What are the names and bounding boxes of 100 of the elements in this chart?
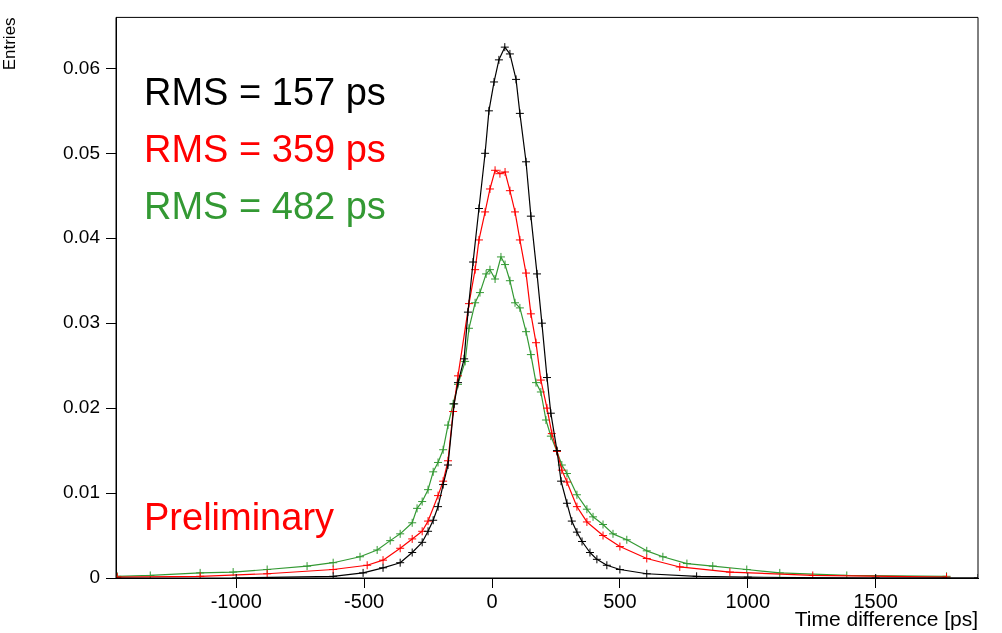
point [378, 555, 388, 565]
point [385, 536, 395, 546]
point [417, 497, 427, 507]
point [362, 560, 372, 570]
point [481, 269, 491, 279]
point [505, 276, 515, 286]
point [542, 373, 552, 383]
point [407, 534, 417, 544]
y-axis-title: Entries [0, 17, 19, 71]
point [708, 561, 718, 571]
point [532, 269, 542, 279]
point [145, 570, 155, 578]
point [511, 74, 521, 84]
point [407, 518, 417, 528]
point [470, 298, 480, 308]
point [531, 378, 541, 388]
point [412, 503, 422, 513]
y-tick-label: 0.05 [63, 141, 100, 163]
point [582, 504, 592, 514]
y-tick-label: 0.02 [63, 396, 100, 418]
point [395, 529, 405, 539]
point [417, 537, 427, 547]
point [428, 467, 438, 477]
point [433, 502, 443, 512]
point [485, 184, 495, 194]
text: RMS = 359 ps [144, 128, 386, 171]
point [572, 527, 582, 537]
point [443, 420, 453, 430]
point [536, 387, 546, 397]
point [526, 211, 536, 221]
point [562, 469, 572, 479]
point [510, 207, 520, 217]
point [541, 415, 551, 425]
point [480, 148, 490, 158]
point [526, 350, 536, 360]
point [602, 560, 612, 570]
point [428, 515, 438, 525]
point [228, 567, 238, 577]
point [577, 536, 587, 546]
point [328, 571, 338, 578]
point [615, 565, 625, 575]
point [433, 491, 443, 501]
y-tick-label: 0 [89, 566, 100, 588]
point [622, 535, 632, 545]
point [658, 552, 668, 562]
point [592, 554, 602, 564]
point [372, 545, 382, 555]
point [598, 531, 608, 541]
point [443, 460, 453, 470]
point [474, 204, 484, 214]
point [500, 260, 510, 270]
point [505, 49, 515, 59]
point [474, 235, 484, 245]
point [615, 542, 625, 552]
point [567, 516, 577, 526]
point [521, 327, 531, 337]
y-tick-label: 0.03 [63, 311, 100, 333]
point [537, 318, 547, 328]
point [692, 571, 702, 578]
point [515, 235, 525, 245]
point [500, 42, 510, 52]
point [395, 558, 405, 568]
point [585, 548, 595, 558]
point [572, 502, 582, 512]
text: RMS = 157 ps [144, 71, 386, 114]
x-tick-label: 500 [603, 589, 637, 612]
x-tick-label: 1000 [725, 589, 771, 612]
point [475, 288, 485, 298]
point [572, 490, 582, 500]
x-tick-label: -1000 [210, 589, 262, 612]
point [531, 338, 541, 348]
point [423, 526, 433, 536]
point [464, 323, 474, 333]
point [433, 457, 443, 467]
annotation: Preliminary [144, 496, 335, 538]
point [395, 543, 405, 553]
point [588, 512, 598, 522]
point [378, 563, 388, 573]
point [463, 307, 473, 317]
point [496, 252, 506, 262]
point [542, 403, 552, 413]
y-tick-label: 0.01 [63, 481, 100, 503]
text: RMS = 482 ps [144, 185, 386, 228]
point [490, 274, 500, 284]
point [407, 548, 417, 558]
point [438, 445, 448, 455]
point [500, 167, 510, 177]
point [484, 106, 494, 116]
point [675, 562, 685, 572]
point [485, 265, 495, 275]
point [562, 477, 572, 487]
point [423, 485, 433, 495]
point [725, 567, 735, 577]
point [505, 186, 515, 196]
point [423, 516, 433, 526]
point [526, 309, 536, 319]
point [642, 553, 652, 563]
point [494, 55, 504, 65]
point [438, 480, 448, 490]
point [608, 529, 618, 539]
